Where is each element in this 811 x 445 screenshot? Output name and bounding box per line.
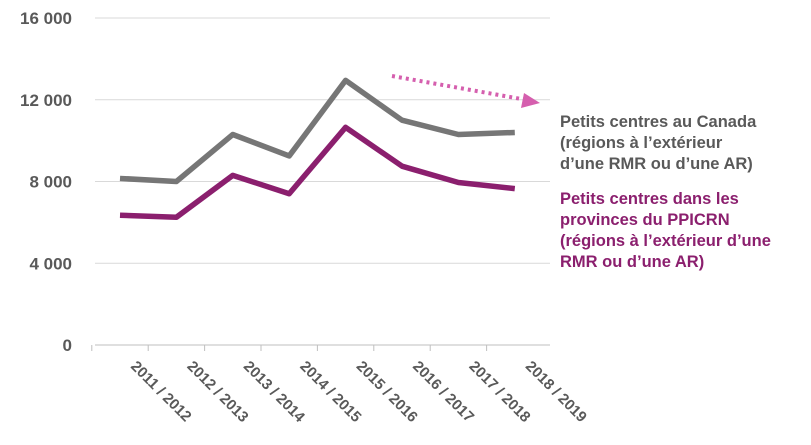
x-tick-label: 2018 / 2019 xyxy=(522,358,590,426)
trend-arrow-head xyxy=(521,93,540,108)
trend-arrow-shaft xyxy=(391,74,528,102)
y-tick-label: 4 000 xyxy=(29,254,72,273)
legend-ppicrn-line-4: RMR ou d’une AR) xyxy=(560,253,705,271)
series-line-1 xyxy=(119,124,516,221)
legend-ppicrn-line-3: (régions à l’extérieur d’une xyxy=(560,232,771,250)
legend-ppicrn-line-2: provinces du PPICRN xyxy=(560,211,730,229)
y-tick-label: 12 000 xyxy=(20,91,72,110)
series-lines xyxy=(119,77,516,221)
legend-canada-line-1: Petits centres au Canada xyxy=(560,113,757,131)
series-line-0 xyxy=(119,77,515,185)
trend-annotation xyxy=(391,74,540,108)
legend-ppicrn: Petits centres dans les provinces du PPI… xyxy=(560,189,771,273)
y-tick-label: 0 xyxy=(63,336,72,355)
legend-ppicrn-line-1: Petits centres dans les xyxy=(560,190,739,208)
y-axis-ticks: 0 4 000 8 000 12 000 16 000 xyxy=(20,9,72,355)
y-tick-label: 16 000 xyxy=(20,9,72,28)
legend-canada-line-2: (régions à l’extérieur xyxy=(560,134,723,152)
y-tick-label: 8 000 xyxy=(29,173,72,192)
legend-canada-line-3: d’une RMR ou d’une AR) xyxy=(560,155,753,173)
legend-canada: Petits centres au Canada (régions à l’ex… xyxy=(560,112,756,175)
